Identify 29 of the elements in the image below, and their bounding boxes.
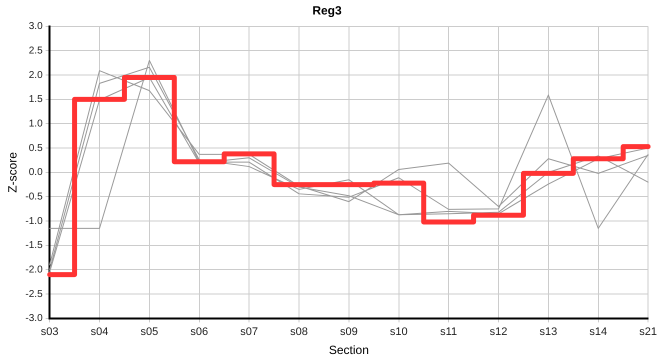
x-tick-label: s12 <box>490 326 508 338</box>
x-tick-label: s10 <box>390 326 408 338</box>
x-tick-label: s06 <box>190 326 208 338</box>
y-tick-label: -1.0 <box>25 216 44 227</box>
x-tick-label: s03 <box>40 326 59 338</box>
x-tick-label: s14 <box>589 326 608 338</box>
y-tick-label: 2.5 <box>28 45 44 56</box>
y-tick-label: 1.5 <box>28 94 44 106</box>
x-tick-label: s11 <box>440 326 458 338</box>
x-tick-label: s13 <box>540 326 558 338</box>
y-tick-label: -2.0 <box>25 264 44 276</box>
x-axis-title: Section <box>328 343 369 358</box>
x-tick-label: s04 <box>90 326 108 338</box>
y-tick-label: 2.0 <box>28 70 44 81</box>
y-tick-label: -0.5 <box>25 191 44 202</box>
x-tick-label: s07 <box>240 326 258 338</box>
y-tick-label: 3.0 <box>28 21 44 32</box>
y-tick-label: -3.0 <box>25 313 44 324</box>
y-axis-title: Z-score <box>6 152 20 193</box>
y-tick-label: -2.5 <box>25 288 44 300</box>
x-tick-label: s05 <box>140 326 158 338</box>
y-tick-label: 0.0 <box>28 167 44 178</box>
chart-title: Reg3 <box>312 4 342 18</box>
x-tick-label: s21 <box>639 326 658 338</box>
y-tick-label: 0.5 <box>28 142 44 154</box>
y-tick-label: -1.5 <box>25 240 44 252</box>
y-tick-label: 1.0 <box>28 118 44 130</box>
x-tick-label: s08 <box>290 326 308 338</box>
x-tick-label: s09 <box>340 326 358 338</box>
